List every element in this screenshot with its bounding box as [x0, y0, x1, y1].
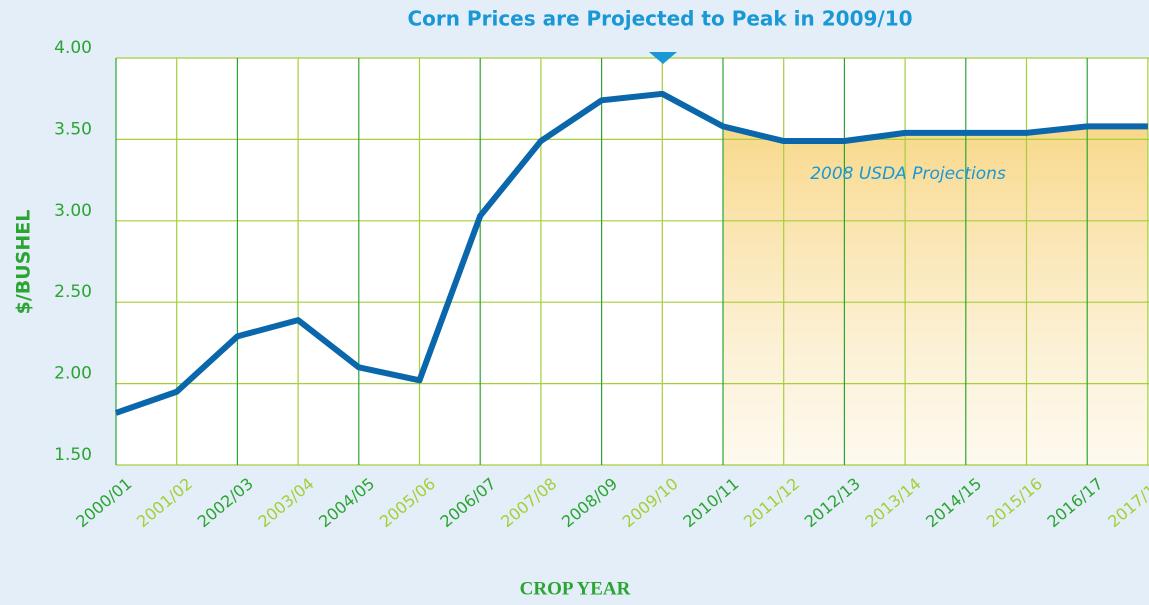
x-tick-label: 2010/11 [679, 474, 742, 531]
x-axis-label: CROP YEAR [520, 578, 631, 599]
x-tick-label: 2000/01 [72, 474, 135, 531]
y-tick-label: 4.00 [54, 38, 92, 58]
x-tick-label: 2009/10 [619, 474, 682, 531]
x-tick-label: 2012/13 [801, 474, 864, 531]
y-tick-label: 3.50 [54, 119, 92, 139]
y-tick-label: 2.50 [54, 282, 92, 302]
x-tick-label: 2008/09 [558, 474, 621, 531]
y-tick-label: 3.00 [54, 201, 92, 221]
x-tick-label: 2001/02 [133, 474, 196, 531]
x-tick-label: 2006/07 [437, 474, 500, 531]
chart-title: Corn Prices are Projected to Peak in 200… [407, 7, 912, 31]
x-tick-label: 2017/18 [1104, 474, 1149, 531]
y-axis-label: $/BUSHEL [13, 210, 35, 315]
x-tick-label: 2003/04 [254, 474, 317, 531]
x-tick-label: 2002/03 [194, 474, 257, 531]
y-tick-label: 1.50 [54, 445, 92, 465]
x-tick-label: 2007/08 [497, 474, 560, 531]
x-tick-label: 2013/14 [861, 474, 924, 531]
x-tick-label: 2005/06 [376, 474, 439, 531]
chart: Corn Prices are Projected to Peak in 200… [0, 0, 1149, 605]
x-tick-label: 2011/12 [740, 474, 803, 531]
x-tick-label: 2004/05 [315, 474, 378, 531]
x-tick-label: 2014/15 [922, 474, 985, 531]
x-tick-label: 2016/17 [1044, 474, 1107, 531]
x-tick-label: 2015/16 [983, 474, 1046, 531]
y-tick-label: 2.00 [54, 364, 92, 384]
annotation: 2008 USDA Projections [810, 164, 1006, 184]
